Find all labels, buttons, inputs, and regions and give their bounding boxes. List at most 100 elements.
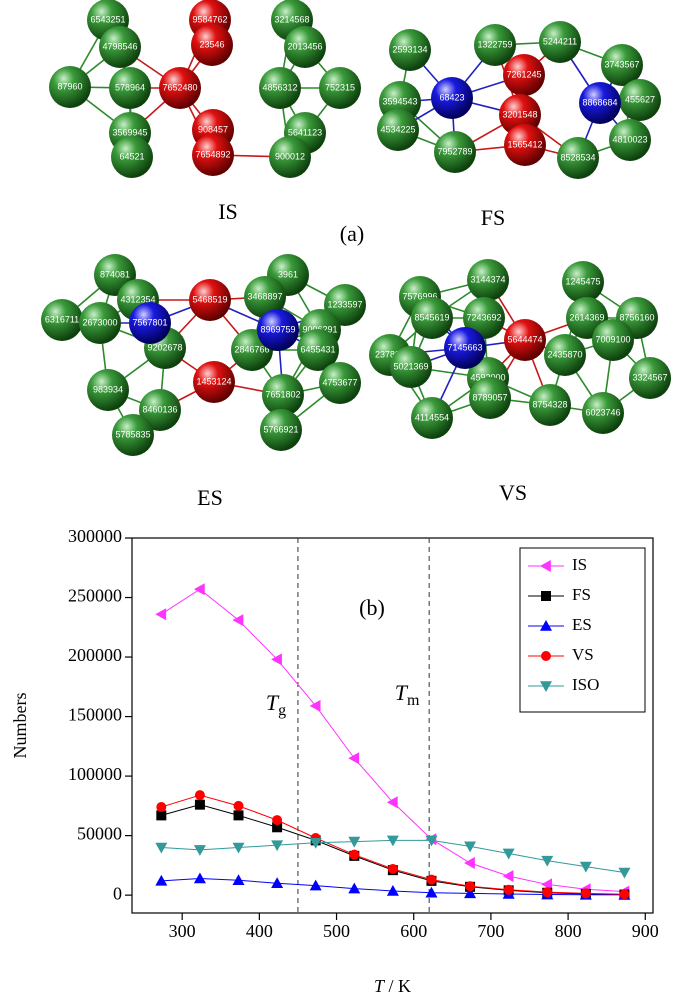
- y-tick-label: 200000: [68, 645, 122, 665]
- atom: [463, 297, 505, 339]
- atom: [319, 362, 361, 404]
- legend-label: ES: [572, 615, 592, 634]
- atom-label: 237894: [375, 349, 405, 359]
- atom-label: 3201548: [502, 109, 537, 119]
- atom-label: 752315: [325, 82, 355, 92]
- marker: [156, 802, 167, 813]
- atom-label: 8545619: [414, 312, 449, 322]
- atom-label: 4534225: [380, 124, 415, 134]
- atom: [467, 259, 509, 301]
- atom-label: 908457: [198, 124, 228, 134]
- marker: [465, 881, 476, 892]
- atom-label: 5244211: [543, 36, 577, 46]
- atom: [544, 334, 586, 376]
- atom: [539, 21, 581, 63]
- marker: [233, 810, 244, 821]
- atom-label: 8969759: [260, 324, 295, 334]
- atom-label: 4798546: [102, 41, 137, 51]
- atom-label: 7243692: [466, 312, 501, 322]
- atom-label: 68423: [439, 92, 464, 102]
- legend-label: VS: [572, 645, 594, 664]
- atom: [189, 279, 231, 321]
- y-tick-label: 300000: [68, 526, 122, 546]
- atom-label: 900012: [275, 151, 305, 161]
- atom: [262, 374, 304, 416]
- atom-label: 3961: [278, 269, 298, 279]
- atom-label: 578964: [115, 82, 145, 92]
- marker: [271, 653, 282, 666]
- atom-label: 7261245: [506, 69, 541, 79]
- series: [155, 835, 631, 879]
- atom: [503, 54, 545, 96]
- marker: [309, 699, 321, 712]
- atom-label: 3324567: [632, 372, 667, 382]
- atom-label: 3594543: [382, 96, 417, 106]
- atom: [629, 357, 671, 399]
- atom: [111, 136, 153, 178]
- atom: [109, 67, 151, 109]
- marker: [272, 815, 283, 826]
- reference-var: T: [395, 680, 409, 705]
- atom-label: 3468897: [247, 291, 282, 301]
- atom-label: 2013456: [287, 41, 322, 51]
- atom: [411, 397, 453, 439]
- marker: [155, 608, 167, 621]
- atom-label: 23546: [199, 39, 224, 49]
- marker: [541, 878, 553, 891]
- atom-label: 874081: [100, 269, 130, 279]
- atom: [411, 297, 453, 339]
- cluster: 2593134 1322759 5244211 3743567 3594543 45562…: [377, 21, 661, 179]
- marker: [348, 752, 360, 765]
- cluster-name: FS: [481, 205, 505, 230]
- atom-label: 5785835: [115, 429, 150, 439]
- reference-sub: m: [407, 692, 420, 709]
- marker: [502, 870, 514, 883]
- marker: [541, 591, 551, 601]
- cluster-name: ES: [197, 485, 223, 510]
- x-tick-label: 300: [169, 921, 196, 941]
- legend-label: FS: [572, 585, 591, 604]
- x-tick-label: 400: [246, 921, 273, 941]
- cluster: 3144374 1245475 7576996 8545619 7243692 26143…: [369, 259, 671, 439]
- atom-label: 7145663: [447, 342, 482, 352]
- atom-label: 2435870: [547, 349, 582, 359]
- y-tick-label: 0: [113, 883, 122, 903]
- x-tick-label: 900: [632, 921, 659, 941]
- atom-label: 8460136: [142, 404, 177, 414]
- marker: [271, 877, 284, 889]
- atom: [582, 392, 624, 434]
- legend-label: ISO: [572, 675, 599, 694]
- atom-label: 8756160: [619, 312, 654, 322]
- x-tick-label: 600: [400, 921, 427, 941]
- atom: [390, 346, 432, 388]
- atom-label: 8868684: [582, 97, 617, 107]
- marker: [425, 835, 438, 847]
- atom: [434, 131, 476, 173]
- marker: [580, 888, 591, 899]
- atom: [49, 66, 91, 108]
- atom: [79, 302, 121, 344]
- marker: [386, 796, 398, 809]
- marker: [386, 884, 399, 896]
- atom-label: 3569945: [112, 127, 147, 137]
- marker: [233, 800, 244, 811]
- atom: [139, 389, 181, 431]
- atom: [99, 26, 141, 68]
- y-tick-label: 100000: [68, 764, 122, 784]
- atom-label: 1322759: [477, 39, 512, 49]
- marker: [502, 848, 515, 860]
- atom-label: 2593134: [392, 44, 427, 54]
- marker: [541, 855, 554, 867]
- reference-label: Tm: [395, 680, 420, 709]
- x-axis-var: T: [374, 976, 386, 996]
- marker: [619, 889, 630, 900]
- atom: [474, 24, 516, 66]
- marker: [194, 799, 205, 810]
- marker: [193, 872, 206, 884]
- atom-label: 5468519: [192, 294, 227, 304]
- atom-label: 3144374: [470, 274, 505, 284]
- atom: [431, 77, 473, 119]
- marker: [464, 887, 477, 899]
- atom: [609, 119, 651, 161]
